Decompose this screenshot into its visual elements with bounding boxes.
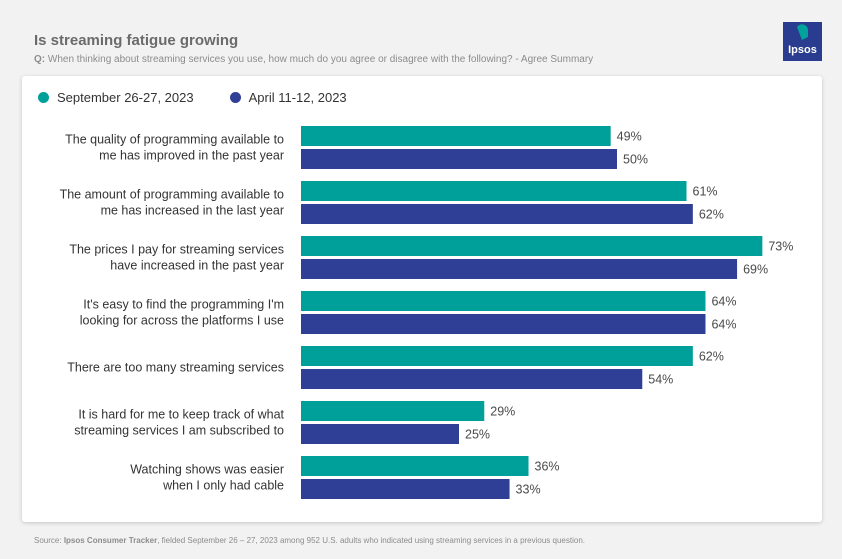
bar-series-2-cat-2[interactable] [301, 259, 738, 279]
category-label-line: There are too many streaming services [67, 361, 284, 375]
data-label-series-1-cat-5: 29% [490, 405, 515, 419]
bar-series-2-cat-6[interactable] [301, 479, 510, 499]
bar-series-1-cat-3[interactable] [301, 291, 706, 311]
legend-swatch-series-1 [38, 92, 49, 103]
logo-accent-shape [797, 24, 808, 40]
source-note: Source: Ipsos Consumer Tracker, fielded … [34, 536, 585, 545]
data-label-series-1-cat-3: 64% [711, 295, 736, 309]
data-label-series-2-cat-5: 25% [465, 428, 490, 442]
legend-label-series-1: September 26-27, 2023 [57, 90, 194, 105]
bar-series-2-cat-3[interactable] [301, 314, 706, 334]
category-label-line: have increased in the past year [110, 259, 284, 273]
legend-label-series-2: April 11-12, 2023 [248, 90, 347, 105]
bar-series-1-cat-0[interactable] [301, 126, 611, 146]
data-label-series-2-cat-3: 64% [711, 318, 736, 332]
category-label-0: The quality of programming available to m… [65, 133, 284, 163]
source-details: , fielded September 26 – 27, 2023 among … [157, 536, 585, 545]
logo-text: Ipsos [788, 44, 817, 56]
category-label-5: It is hard for me to keep track of what s… [74, 408, 284, 438]
data-label-series-2-cat-6: 33% [516, 483, 541, 497]
bar-series-2-cat-4[interactable] [301, 369, 643, 389]
bar-series-1-cat-2[interactable] [301, 236, 763, 256]
data-label-series-2-cat-1: 62% [699, 208, 724, 222]
bar-series-2-cat-0[interactable] [301, 149, 617, 169]
category-label-line: The amount of programming available to [60, 188, 284, 202]
category-label-line: streaming services I am subscribed to [74, 424, 284, 438]
category-label-line: me has improved in the past year [99, 149, 284, 163]
category-label-line: when I only had cable [162, 479, 284, 493]
data-label-series-1-cat-1: 61% [693, 185, 718, 199]
bar-series-1-cat-6[interactable] [301, 456, 529, 476]
chart-card: September 26-27, 2023 April 11-12, 2023 … [22, 76, 822, 522]
category-label-line: The quality of programming available to [65, 133, 284, 147]
category-label-line: It is hard for me to keep track of what [78, 408, 284, 422]
legend-item-series-1[interactable]: September 26-27, 2023 [38, 90, 194, 105]
data-label-series-1-cat-6: 36% [535, 460, 560, 474]
category-label-2: The prices I pay for streaming services h… [69, 243, 284, 273]
category-label-line: The prices I pay for streaming services [69, 243, 284, 257]
bar-series-1-cat-5[interactable] [301, 401, 485, 421]
category-label-1: The amount of programming available to me… [60, 188, 284, 218]
page-title: Is streaming fatigue growing [34, 32, 239, 49]
bar-series-2-cat-5[interactable] [301, 424, 459, 444]
category-label-line: me has increased in the last year [101, 204, 284, 218]
data-label-series-1-cat-0: 49% [617, 130, 642, 144]
data-label-series-1-cat-2: 73% [768, 240, 793, 254]
category-label-6: Watching shows was easier when I only had… [130, 463, 284, 493]
chart-legend: September 26-27, 2023 April 11-12, 2023 [38, 90, 383, 105]
question-prefix: Q: [34, 54, 46, 65]
question-subtitle: Q: When thinking about streaming service… [34, 54, 593, 65]
source-prefix: Source: [34, 536, 62, 545]
ipsos-logo: Ipsos [783, 22, 822, 61]
bar-series-2-cat-1[interactable] [301, 204, 693, 224]
category-label-3: It's easy to find the programming I'm loo… [80, 298, 284, 328]
legend-swatch-series-2 [229, 92, 241, 103]
category-label-4: There are too many streaming services [67, 361, 284, 375]
legend-item-series-2[interactable]: April 11-12, 2023 [229, 90, 347, 105]
category-label-line: looking for across the platforms I use [80, 314, 284, 328]
bar-chart: The quality of programming available to m… [60, 126, 793, 499]
data-label-series-1-cat-4: 62% [699, 350, 724, 364]
data-label-series-2-cat-4: 54% [648, 373, 673, 387]
data-label-series-2-cat-0: 50% [623, 153, 648, 167]
source-name: Ipsos Consumer Tracker [63, 536, 158, 545]
category-label-line: Watching shows was easier [130, 463, 284, 477]
data-label-series-2-cat-2: 69% [743, 263, 768, 277]
bar-series-1-cat-1[interactable] [301, 181, 687, 201]
bar-series-1-cat-4[interactable] [301, 346, 693, 366]
category-label-line: It's easy to find the programming I'm [83, 298, 284, 312]
question-text: When thinking about streaming services y… [47, 54, 594, 65]
